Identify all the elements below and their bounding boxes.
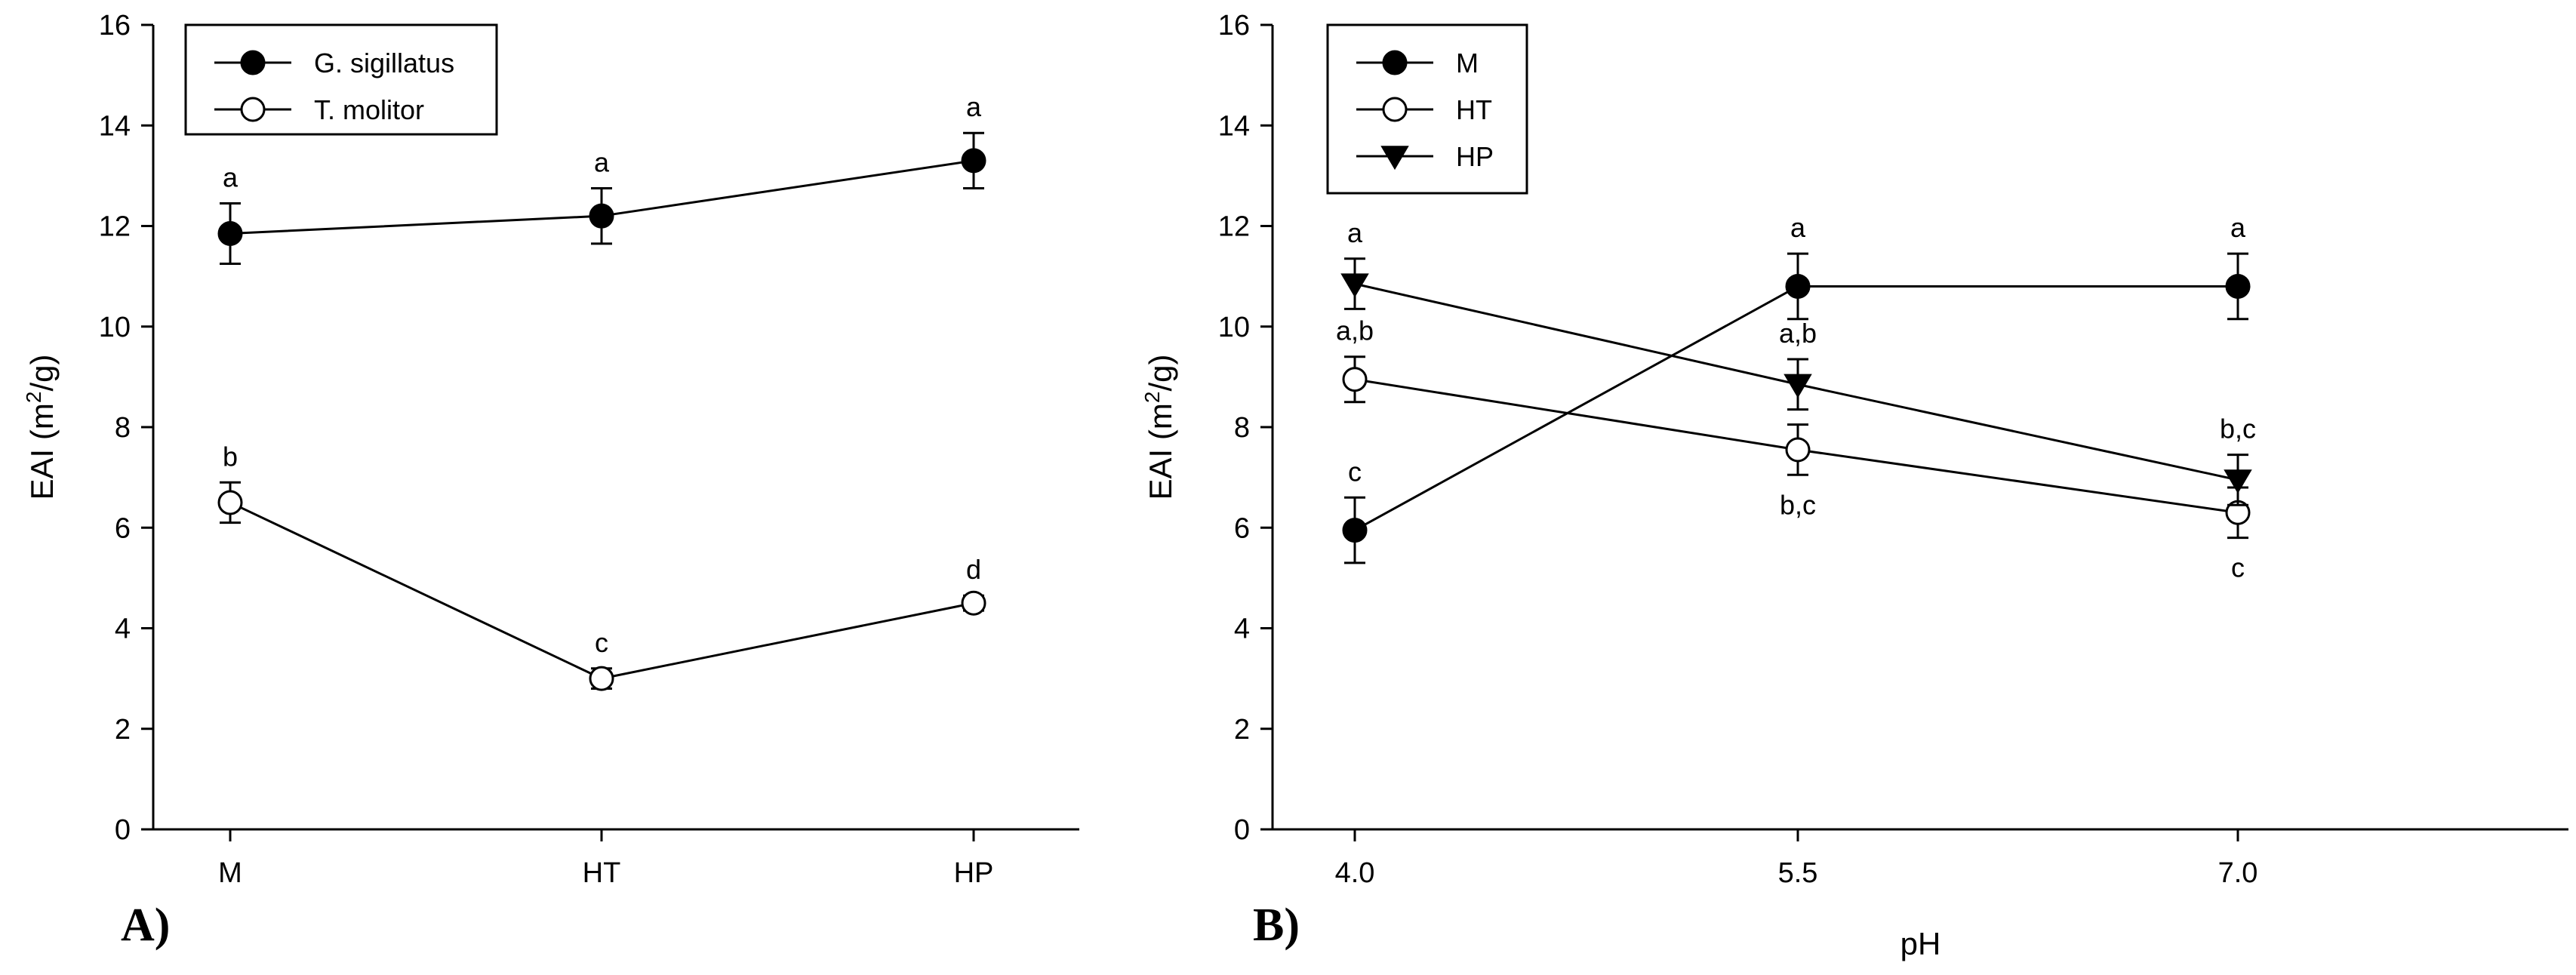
data-point [217,220,243,246]
legend-label: HP [1456,141,1494,172]
significance-letter: a [223,162,239,193]
series-1: a a a [217,91,986,265]
significance-letter: a,b [1779,318,1817,349]
legend-marker [1380,146,1409,171]
series-2: a,b b,c c [1336,315,2251,583]
y-tick-label: 16 [99,10,131,42]
y-tick-label: 2 [115,714,131,746]
y-tick-label: 6 [115,512,131,544]
x-tick-label: HT [583,857,621,889]
y-tick-label: 10 [99,312,131,343]
data-point [217,490,243,515]
legend-marker [240,50,266,75]
x-tick-label: 5.5 [1778,857,1818,889]
significance-letter: c [2231,552,2245,583]
y-tick-label: 14 [1218,110,1250,142]
significance-letter: c [1348,456,1362,487]
y-tick-label: 8 [1234,412,1250,444]
y-tick-label: 16 [1218,10,1250,42]
data-point [1784,374,1812,398]
y-axis-label: EAI (m2/g) [22,355,60,500]
legend-marker [240,97,266,122]
x-tick-label: HP [954,857,994,889]
legend-box [184,23,498,136]
x-axis-label: pH [1900,926,1941,961]
legend-label: M [1456,48,1479,78]
legend-label: HT [1456,94,1492,125]
data-point [961,590,986,616]
significance-letter: a [966,91,982,122]
significance-letter: a,b [1336,315,1374,346]
panel-label: A) [121,900,170,951]
significance-letter: a [594,147,610,178]
significance-letter: a [2230,212,2246,243]
significance-letter: c [595,627,608,658]
significance-letter: d [966,554,981,585]
legend: M HT HP [1326,23,1528,195]
x-tick-label: 4.0 [1335,857,1375,889]
data-point [1785,273,1811,299]
legend-marker [1382,50,1408,75]
data-point [961,148,986,174]
legend-label: T. molitor [314,94,424,125]
y-tick-label: 12 [99,211,131,243]
significance-letter: b,c [2220,414,2256,444]
data-point [2224,469,2252,494]
y-tick-label: 0 [115,814,131,846]
y-tick-label: 0 [1234,814,1250,846]
y-axis-label: EAI (m2/g) [1140,355,1178,500]
y-tick-label: 4 [115,614,131,645]
legend: G. sigillatus T. molitor [184,23,498,136]
y-tick-label: 4 [1234,614,1250,645]
series-2: b c d [217,441,986,691]
data-point [589,203,614,229]
significance-letter: a [1790,212,1806,243]
y-tick-label: 10 [1218,312,1250,343]
legend-label: G. sigillatus [314,48,454,78]
y-tick-label: 14 [99,110,131,142]
x-tick-label: 7.0 [2218,857,2258,889]
data-point [1342,518,1368,543]
data-point [1785,437,1811,463]
series-1: c a a [1342,212,2251,564]
panel-label: B) [1253,900,1300,951]
legend-marker [1382,97,1408,122]
chart-panel-a: 0 2 4 6 8 10 12 14 16 M HT HP EAI (m2/g) A) a a a b c d G. s… [22,10,1079,951]
data-point [589,666,614,691]
significance-letter: b,c [1780,489,1816,520]
series-3: a a,b b,c [1340,217,2256,506]
significance-letter: a [1347,217,1363,248]
y-tick-label: 6 [1234,512,1250,544]
y-tick-label: 12 [1218,211,1250,243]
significance-letter: b [223,441,238,472]
data-point [2225,273,2251,299]
data-point [1342,367,1368,392]
x-tick-label: M [218,857,242,889]
y-tick-label: 2 [1234,714,1250,746]
data-point [1340,273,1369,298]
y-tick-label: 8 [115,412,131,444]
